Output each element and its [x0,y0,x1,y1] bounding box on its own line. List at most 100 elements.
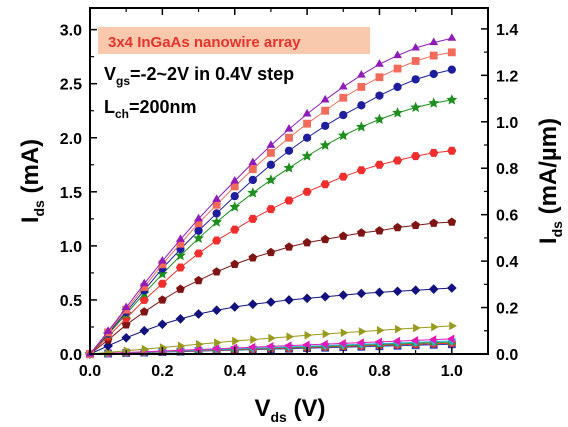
series-6-point-4 [157,319,168,330]
series-5-point-6 [196,339,204,349]
series-11-point-6 [194,219,203,228]
series-10-point-19 [429,69,438,79]
series-10-point-17 [393,82,402,92]
series-4-point-9 [247,342,256,352]
series-10-point-9 [248,175,257,185]
series-6-point-9 [247,299,258,310]
series-12-point-4 [157,255,167,264]
series-8-point-4 [157,279,167,288]
series-8-point-14 [338,172,348,181]
series-6-point-12 [302,293,312,304]
series-4-point-16 [374,337,382,347]
series-4-point-10 [265,342,274,351]
series-10-point-6 [194,226,203,235]
series-9-point-16 [373,113,385,125]
series-12-point-12 [302,108,312,117]
series-6-point-14 [338,290,349,300]
series-9-point-6 [193,232,205,243]
series-10-point-16 [375,91,384,100]
series-11-point-19 [429,51,438,60]
series-5-point-14 [340,328,349,338]
series-11-point-9 [248,165,257,174]
y-right-tick-label-7: 1.4 [496,22,518,39]
y-left-tick-label-6: 3.0 [60,23,82,40]
series-5-point-17 [395,324,403,334]
series-9-point-17 [392,107,404,118]
series-7-point-18 [411,220,421,230]
series-5-point-10 [268,333,276,343]
series-12-point-3 [139,278,149,287]
series-8-point-8 [230,225,240,234]
series-4-point-17 [392,336,401,346]
series-12-point-18 [411,42,421,51]
series-6-point-8 [229,302,240,312]
series-10-point-10 [266,160,276,169]
series-5-point-11 [286,332,295,342]
series-7-point-9 [248,253,258,262]
series-10-point-7 [212,209,221,218]
series-8-point-16 [374,160,385,169]
series-layer [84,33,458,360]
series-12-point-13 [320,94,330,103]
series-9-point-14 [337,129,349,141]
series-11-point-11 [285,133,293,142]
series-9 [84,94,458,359]
series-6-point-10 [266,297,276,307]
series-11-point-3 [140,283,149,291]
series-7-point-7 [212,267,222,276]
series-5-point-5 [177,341,186,351]
series-8-point-11 [284,196,294,205]
series-7-point-10 [266,247,276,257]
series-5-point-7 [214,338,222,348]
series-4-point-15 [356,338,364,348]
series-9-point-13 [319,139,331,150]
series-10-point-8 [230,191,239,201]
series-11-point-15 [357,83,366,91]
series-5-point-15 [358,327,367,336]
series-6-point-3 [139,325,150,336]
series-11-point-4 [158,260,167,269]
series-9-point-7 [211,216,223,227]
series-11-point-7 [212,200,221,209]
y-right-tick-label-0: 0.0 [496,347,518,364]
series-6-point-7 [211,305,222,316]
y-right-tick-label-2: 0.4 [496,254,518,271]
series-11-point-17 [393,64,402,73]
series-5-point-18 [413,323,421,333]
series-7-point-20 [447,217,457,226]
series-11-point-10 [266,148,275,157]
series-10-point-20 [447,65,456,74]
series-6-point-2 [121,332,132,343]
series-11-point-20 [447,48,456,57]
series-9-point-8 [229,201,241,212]
series-8 [85,146,457,358]
series-4-point-20 [446,334,455,344]
series-6-point-5 [175,314,186,324]
series-12-point-7 [212,194,222,202]
series-11-point-16 [375,73,384,82]
series-7-point-13 [320,234,330,244]
y-axis-title-right: Ids (mA/µm) [535,118,565,244]
series-8-point-12 [302,187,312,196]
series-8-point-15 [356,166,366,175]
y-right-tick-label-1: 0.2 [496,301,518,318]
series-7-point-12 [302,238,312,247]
series-8-point-20 [447,146,457,155]
x-tick-label-1: 0.2 [151,363,173,380]
series-9-point-5 [174,249,186,261]
series-8-point-13 [320,180,330,189]
series-6-point-18 [410,285,421,296]
series-12-point-19 [429,37,439,46]
series-7-point-15 [356,228,366,237]
series-8-point-5 [175,263,186,272]
series-4-point-7 [211,344,220,354]
series-8-point-18 [411,152,421,161]
series-5-point-19 [431,322,439,332]
series-9-point-12 [301,150,313,161]
series-8-point-9 [248,214,258,223]
series-6-point-16 [374,287,385,298]
series-9-point-20 [446,94,458,105]
series-11-point-13 [321,106,330,115]
series-8-point-10 [266,205,276,214]
series-8-point-3 [139,295,149,304]
